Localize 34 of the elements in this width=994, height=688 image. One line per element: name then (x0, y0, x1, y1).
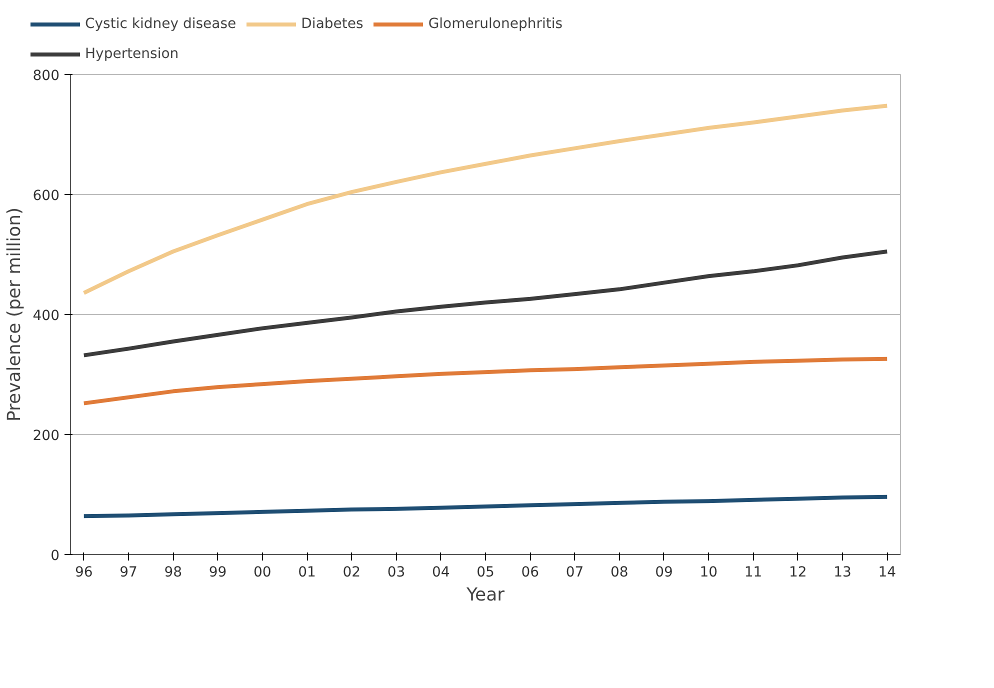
x-tick-label: 02 (342, 564, 361, 580)
line-series (82, 356, 890, 406)
x-tick-label: 07 (566, 564, 584, 580)
line-series (82, 104, 890, 295)
x-tick-label: 10 (700, 564, 718, 580)
x-tick-label: 09 (655, 564, 673, 580)
legend-label: Glomerulonephritis (428, 16, 563, 32)
legend-label: Cystic kidney disease (85, 16, 236, 32)
x-tick-label: 04 (432, 564, 450, 580)
x-tick-label: 96 (74, 564, 93, 580)
x-tick-label: 12 (788, 564, 807, 580)
x-tick-label: 08 (610, 564, 628, 580)
y-tick-label: 0 (50, 548, 60, 564)
y-tick-label: 400 (32, 308, 60, 324)
y-axis-title: Prevalence (per million) (4, 207, 25, 422)
x-tick-label: 98 (164, 564, 182, 580)
x-tick-label: 05 (476, 564, 494, 580)
x-tick-label: 99 (208, 564, 227, 580)
x-tick-label: 00 (253, 564, 272, 580)
legend-label: Hypertension (85, 46, 179, 62)
x-axis-title: Year (465, 584, 506, 606)
x-tick-label: 97 (120, 564, 138, 580)
x-tick-label: 13 (834, 564, 852, 580)
x-tick-label: 06 (521, 564, 540, 580)
x-tick-label: 03 (387, 564, 406, 580)
x-tick-label: 14 (878, 564, 896, 580)
x-tick-label: 01 (298, 564, 316, 580)
y-tick-label: 800 (32, 68, 60, 84)
legend-label: Diabetes (301, 16, 364, 32)
x-tick-label: 11 (744, 564, 762, 580)
line-series (82, 494, 890, 518)
y-tick-label: 600 (32, 188, 60, 204)
line-series (82, 250, 890, 358)
y-tick-label: 200 (32, 428, 60, 444)
